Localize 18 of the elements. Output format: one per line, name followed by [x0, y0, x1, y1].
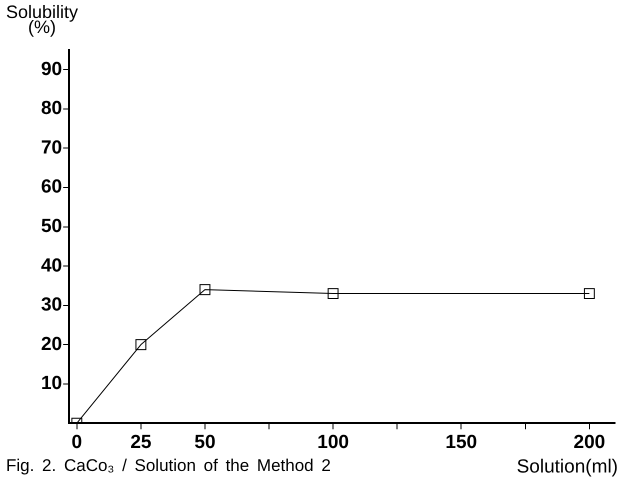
y-tick-label: 30 — [40, 294, 62, 316]
x-tick-label: 50 — [194, 432, 216, 453]
x-axis-title: Solution(ml) — [516, 456, 618, 478]
x-tick-label: 0 — [72, 432, 82, 453]
y-tick-label: 60 — [40, 176, 62, 198]
y-tick-label: 90 — [40, 58, 62, 80]
y-tick-label: 50 — [40, 216, 62, 238]
y-tick-label: 40 — [40, 255, 62, 276]
x-tick-label: 100 — [317, 432, 349, 453]
y-tick-label: 10 — [40, 373, 62, 394]
y-tick-label: 80 — [40, 98, 62, 120]
x-tick-label: 25 — [130, 432, 152, 453]
x-tick-label: 150 — [445, 432, 478, 453]
x-tick-label: 200 — [574, 432, 606, 453]
y-tick-label: 70 — [40, 137, 62, 158]
caption: Fig. 2. CaCo₃ / Solution of the Method 2 — [6, 456, 331, 476]
y-tick-label: 20 — [40, 334, 62, 355]
y-axis-title: Solubility (%) — [6, 2, 78, 37]
